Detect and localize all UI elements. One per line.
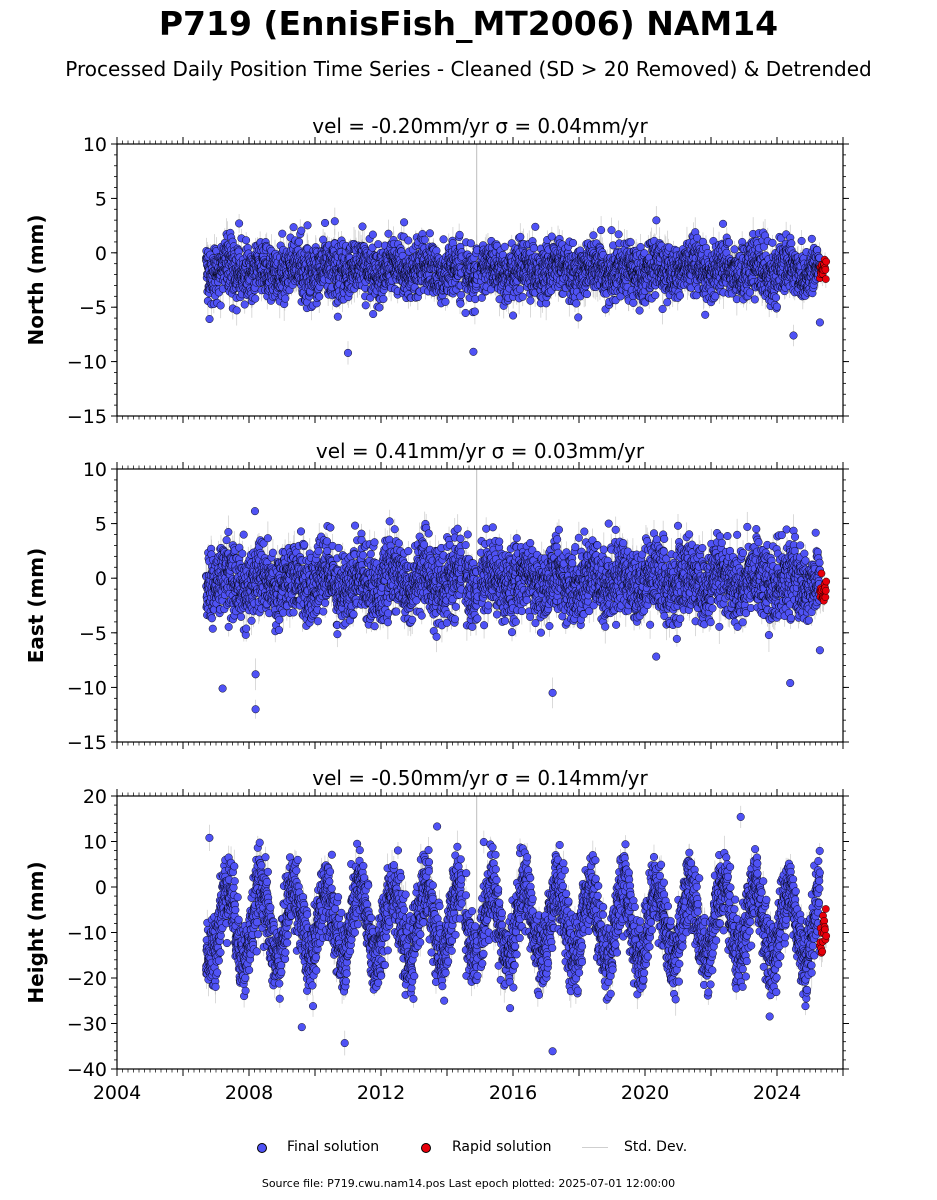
final-solution-point: [597, 226, 606, 235]
plot-area-0: [202, 144, 831, 365]
final-solution-point: [500, 242, 509, 251]
final-solution-point: [441, 297, 450, 306]
final-solution-point: [321, 218, 330, 228]
final-solution-point: [589, 231, 598, 240]
final-solution-point: [614, 230, 623, 239]
final-solution-point: [242, 236, 251, 245]
final-solution-point: [297, 226, 306, 235]
chart-title: P719 (EnnisFish_MT2006) NAM14: [158, 4, 779, 43]
final-solution-point: [455, 230, 464, 239]
final-solution-point: [582, 290, 592, 299]
final-solution-point: [384, 229, 393, 238]
final-solution-point: [572, 299, 581, 308]
final-solution-point: [516, 285, 525, 294]
final-solution-point: [457, 290, 466, 299]
final-solution-point: [333, 312, 342, 321]
final-solution-point: [216, 301, 225, 310]
final-solution-point: [361, 301, 370, 310]
final-solution-point: [295, 237, 304, 246]
final-solution-point: [569, 238, 578, 248]
final-solution-point: [471, 295, 480, 304]
final-solution-point: [289, 223, 298, 232]
final-solution-point: [375, 303, 384, 312]
final-solution-point: [626, 238, 635, 247]
final-solution-point: [531, 222, 540, 231]
final-solution-point: [518, 292, 527, 301]
final-solution-point: [635, 306, 644, 315]
final-solution-point: [358, 222, 367, 231]
final-solution-point: [232, 306, 241, 315]
final-solution-point: [466, 239, 475, 248]
final-solution-point: [369, 309, 378, 319]
final-solution-point: [607, 226, 616, 235]
final-solution-point: [529, 244, 538, 253]
final-solution-point: [629, 298, 638, 307]
final-solution-point: [281, 294, 290, 303]
final-solution-point: [315, 292, 324, 301]
final-solution-point: [526, 296, 535, 305]
final-solution-point: [303, 221, 312, 230]
final-solution-point: [251, 294, 260, 303]
final-solution-point: [470, 307, 479, 316]
final-solution-point: [425, 229, 434, 238]
final-solution-point: [278, 229, 287, 238]
final-solution-point: [205, 314, 214, 324]
final-solution-point: [240, 300, 249, 309]
final-solution-point: [379, 294, 388, 303]
final-solution-point: [516, 232, 525, 241]
final-solution-point: [404, 236, 413, 245]
final-solution-point: [509, 311, 518, 320]
final-solution-point: [477, 293, 486, 302]
final-solution-point: [456, 299, 465, 308]
chart-subtitle: Processed Daily Position Time Series - C…: [65, 57, 872, 81]
final-solution-point: [574, 313, 583, 322]
final-solution-point: [368, 230, 377, 239]
final-solution-point: [439, 235, 448, 244]
final-solution-point: [374, 240, 383, 249]
final-solution-point: [461, 308, 470, 317]
final-solution-point: [420, 235, 429, 244]
